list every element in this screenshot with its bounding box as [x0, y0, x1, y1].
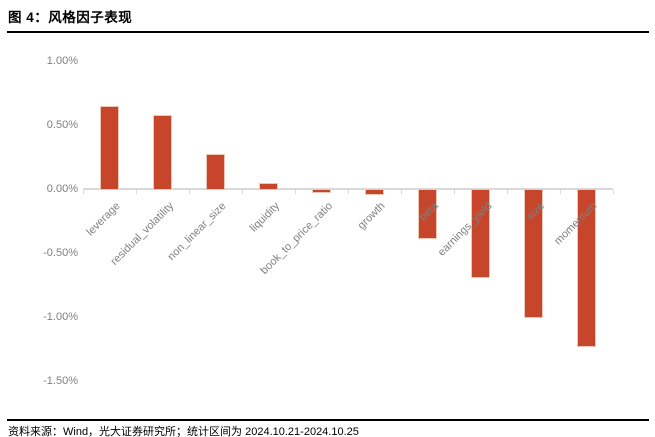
x-axis-tick	[136, 190, 137, 194]
bar-chart: 1.00% 0.50% 0.00% -0.50% -1.00% -1.50% leverag…	[43, 55, 614, 387]
title-divider	[7, 31, 649, 33]
footer-divider	[7, 419, 649, 421]
x-axis-tick	[613, 190, 614, 194]
x-axis-tick	[401, 190, 402, 194]
bar-momentum	[577, 189, 596, 347]
y-axis-label: 1.00%	[46, 55, 78, 67]
bar-liquidity	[259, 183, 278, 190]
x-axis-line	[83, 188, 613, 190]
x-axis-tick	[507, 190, 508, 194]
bar-growth	[365, 189, 384, 195]
bar-leverage	[100, 106, 119, 190]
bar-earnings_yield	[471, 189, 490, 278]
y-axis-label: 0.50%	[46, 119, 78, 131]
x-axis-tick	[242, 190, 243, 194]
y-axis-label: 0.00%	[46, 183, 78, 195]
y-axis-label: -1.50%	[43, 375, 78, 387]
y-axis-label: -1.00%	[43, 311, 78, 323]
x-axis-label: non_linear_size	[166, 200, 229, 263]
bar-non_linear_size	[206, 154, 225, 190]
y-axis-label: -0.50%	[43, 247, 78, 259]
source-note: 资料来源：Wind，光大证券研究所；统计区间为 2024.10.21-2024.…	[8, 426, 359, 437]
bar-residual_volatility	[153, 115, 172, 190]
x-axis-tick	[560, 190, 561, 194]
x-axis-tick	[348, 190, 349, 194]
x-axis-tick	[83, 190, 84, 194]
x-axis-tick	[295, 190, 296, 194]
x-axis-tick	[454, 190, 455, 194]
x-axis-label: leverage	[84, 200, 123, 239]
x-axis-label: growth	[356, 200, 388, 232]
x-axis-label: liquidity	[247, 200, 282, 235]
bar-size	[524, 189, 543, 318]
bar-beta	[418, 189, 437, 239]
figure-title: 图 4：风格因子表现	[8, 10, 133, 25]
x-axis-tick	[189, 190, 190, 194]
bar-book_to_price_ratio	[312, 189, 331, 193]
